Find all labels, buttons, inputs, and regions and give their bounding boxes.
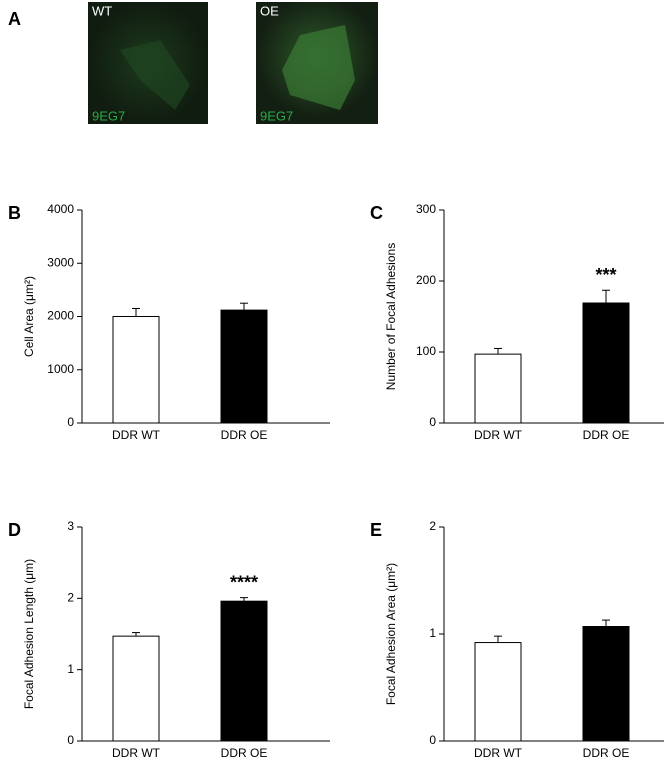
bar xyxy=(582,302,630,424)
y-tick-label: 1000 xyxy=(47,362,74,376)
bar xyxy=(112,316,160,424)
y-tick-label: 2 xyxy=(67,591,74,605)
x-tick-label: DDR OE xyxy=(221,746,268,760)
panel-label: C xyxy=(370,203,383,223)
x-tick-label: DDR OE xyxy=(583,428,630,442)
cell-shape xyxy=(120,40,190,110)
image-label: WT xyxy=(92,3,112,18)
x-tick-label: DDR OE xyxy=(221,428,268,442)
y-tick-label: 0 xyxy=(429,733,436,747)
y-axis-label: Focal Adhesion Length (μm) xyxy=(22,559,36,709)
x-tick-label: DDR WT xyxy=(112,746,161,760)
bar xyxy=(112,635,160,742)
y-tick-label: 2000 xyxy=(47,309,74,323)
bar xyxy=(220,309,268,424)
x-tick-label: DDR WT xyxy=(474,746,523,760)
y-tick-label: 1 xyxy=(429,626,436,640)
y-tick-label: 0 xyxy=(67,415,74,429)
significance: **** xyxy=(230,572,258,592)
y-axis-label: Cell Area (μm²) xyxy=(22,276,36,357)
y-tick-label: 3 xyxy=(67,519,74,533)
y-tick-label: 100 xyxy=(416,344,436,358)
panel-label: B xyxy=(8,203,21,223)
stain-label: 9EG7 xyxy=(92,108,125,123)
y-tick-label: 4000 xyxy=(47,202,74,216)
bar xyxy=(474,353,522,424)
bar xyxy=(474,642,522,742)
image-label: OE xyxy=(260,3,279,18)
significance: *** xyxy=(595,265,616,285)
x-tick-label: DDR WT xyxy=(112,428,161,442)
y-tick-label: 0 xyxy=(429,415,436,429)
y-tick-label: 2 xyxy=(429,519,436,533)
y-tick-label: 1 xyxy=(67,662,74,676)
y-tick-label: 0 xyxy=(67,733,74,747)
panel-label: E xyxy=(370,520,382,540)
cell-shape xyxy=(282,25,355,110)
y-axis-label: Focal Adhesion Area (μm²) xyxy=(384,563,398,705)
y-tick-label: 3000 xyxy=(47,255,74,269)
bar xyxy=(220,600,268,742)
x-tick-label: DDR WT xyxy=(474,428,523,442)
bar xyxy=(582,626,630,742)
x-tick-label: DDR OE xyxy=(583,746,630,760)
y-tick-label: 300 xyxy=(416,202,436,216)
panel-label: A xyxy=(8,9,21,29)
panel-label: D xyxy=(8,520,21,540)
y-axis-label: Number of Focal Adhesions xyxy=(384,243,398,390)
stain-label: 9EG7 xyxy=(260,108,293,123)
y-tick-label: 200 xyxy=(416,273,436,287)
